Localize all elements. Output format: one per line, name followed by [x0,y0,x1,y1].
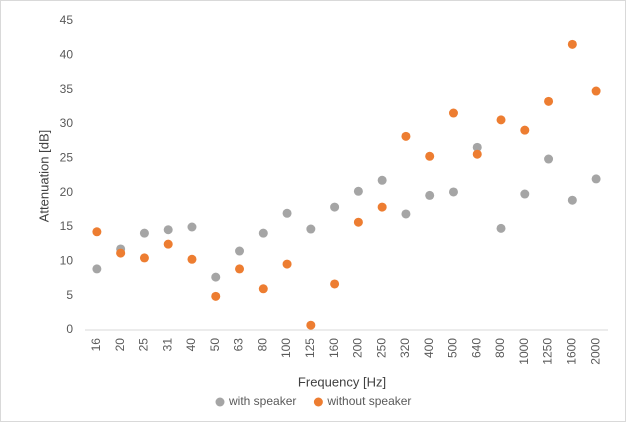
x-tick-label: 800 [493,338,507,358]
x-tick-label: 400 [422,338,436,358]
y-tick-label: 45 [60,13,74,27]
data-point [235,264,245,274]
legend-label: without speaker [326,394,411,408]
x-tick-label: 160 [327,338,341,358]
y-tick-label: 20 [60,185,74,199]
y-tick-label: 10 [60,254,74,268]
data-point [353,217,363,227]
y-tick-label: 30 [60,116,74,130]
y-tick-label: 25 [60,151,74,165]
x-tick-label: 31 [160,338,174,352]
y-tick-label: 15 [60,219,74,233]
x-tick-label: 2000 [588,338,602,365]
data-point [496,223,506,233]
y-tick-label: 5 [66,288,73,302]
x-tick-label: 80 [255,338,269,352]
data-point [425,151,435,161]
x-tick-label: 40 [184,338,198,352]
x-tick-label: 320 [398,338,412,358]
data-point [591,86,601,96]
data-point [544,154,554,164]
data-point [282,259,292,269]
x-tick-label: 50 [208,338,222,352]
data-point [425,190,435,200]
data-point [306,320,316,330]
data-point [496,115,506,125]
data-point [139,253,149,263]
x-tick-label: 25 [137,338,151,352]
data-point [520,125,530,135]
data-point [116,248,126,258]
data-point [567,39,577,49]
data-point [139,228,149,238]
data-point [544,96,554,106]
data-point [448,108,458,118]
x-tick-label: 500 [446,338,460,358]
data-point [377,175,387,185]
data-point [282,208,292,218]
x-tick-label: 20 [113,338,127,352]
data-point [163,239,173,249]
data-point [258,284,268,294]
x-tick-label: 1600 [565,338,579,365]
x-tick-label: 63 [232,338,246,352]
x-tick-label: 16 [89,338,103,352]
data-point [591,174,601,184]
y-axis-title: Attenuation [dB] [36,130,51,223]
x-tick-label: 100 [279,338,293,358]
x-tick-label: 1250 [541,338,555,365]
data-point [401,209,411,219]
data-point [187,222,197,232]
legend-marker [313,397,323,407]
x-tick-label: 250 [374,338,388,358]
y-tick-label: 40 [60,48,74,62]
x-axis-title: Frequency [Hz] [298,374,386,389]
data-point [472,142,482,152]
data-point [330,279,340,289]
data-point [235,246,245,256]
x-tick-label: 1000 [517,338,531,365]
legend-marker [215,397,225,407]
data-point [187,254,197,264]
x-tick-label: 125 [303,338,317,358]
data-point [211,272,221,282]
x-tick-label: 640 [469,338,483,358]
data-point [306,224,316,234]
data-point [472,149,482,159]
data-point [520,189,530,199]
x-tick-label: 200 [351,338,365,358]
y-tick-label: 35 [60,82,74,96]
data-point [567,195,577,205]
data-point [448,187,458,197]
data-point [92,227,102,237]
y-tick-label: 0 [66,322,73,336]
data-point [377,202,387,212]
legend-label: with speaker [228,394,296,408]
data-point [353,186,363,196]
data-point [330,202,340,212]
data-point [258,228,268,238]
data-point [92,264,102,274]
data-point [401,131,411,141]
data-point [211,291,221,301]
data-point [163,225,173,235]
